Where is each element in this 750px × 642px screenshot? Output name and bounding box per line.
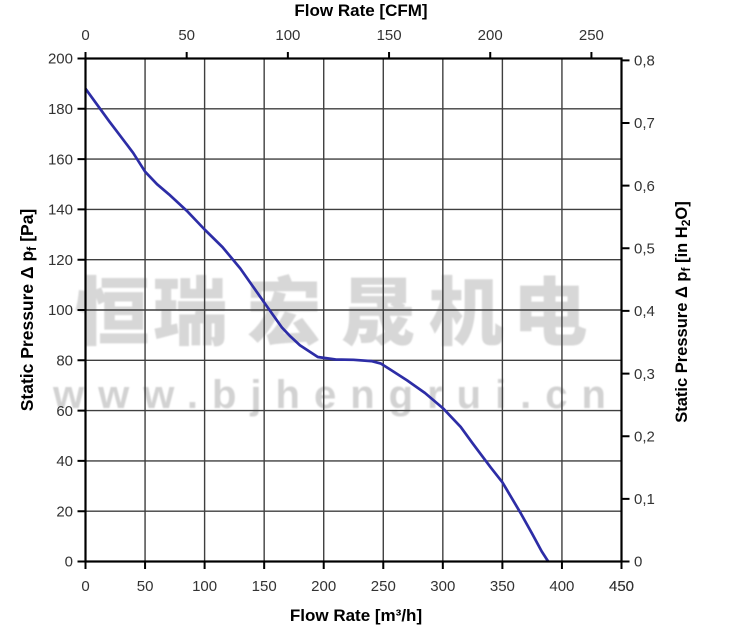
svg-text:180: 180 [48,101,73,118]
svg-text:Static Pressure Δ pf [in H2O]: Static Pressure Δ pf [in H2O] [673,201,693,423]
svg-text:Flow Rate [m³/h]: Flow Rate [m³/h] [290,606,422,625]
svg-text:100: 100 [275,27,300,44]
svg-text:0,3: 0,3 [634,366,655,383]
svg-text:250: 250 [579,27,604,44]
svg-text:450: 450 [609,578,634,595]
svg-text:0: 0 [65,554,73,571]
svg-text:0,2: 0,2 [634,428,655,445]
svg-text:0: 0 [81,578,89,595]
svg-text:300: 300 [430,578,455,595]
svg-text:140: 140 [48,202,73,219]
svg-text:40: 40 [56,453,73,470]
svg-text:0: 0 [81,27,89,44]
svg-text:160: 160 [48,151,73,168]
svg-text:0,7: 0,7 [634,115,655,132]
svg-text:350: 350 [490,578,515,595]
svg-text:200: 200 [48,51,73,68]
svg-text:0,5: 0,5 [634,241,655,258]
svg-text:150: 150 [252,578,277,595]
svg-text:www.bjhengrui.cn: www.bjhengrui.cn [52,373,620,417]
svg-text:50: 50 [137,578,154,595]
svg-text:80: 80 [56,353,73,370]
svg-text:Static Pressure Δ pf [Pa]: Static Pressure Δ pf [Pa] [17,209,39,412]
svg-text:20: 20 [56,503,73,520]
svg-text:0,4: 0,4 [634,303,655,320]
svg-text:200: 200 [311,578,336,595]
svg-text:0,6: 0,6 [634,178,655,195]
svg-text:100: 100 [192,578,217,595]
svg-text:200: 200 [478,27,503,44]
svg-text:0: 0 [634,554,642,571]
svg-text:400: 400 [549,578,574,595]
svg-text:120: 120 [48,252,73,269]
svg-text:150: 150 [377,27,402,44]
svg-text:0,1: 0,1 [634,491,655,508]
svg-text:250: 250 [371,578,396,595]
svg-text:Flow Rate [CFM]: Flow Rate [CFM] [294,1,427,20]
svg-text:60: 60 [56,403,73,420]
svg-text:450: 450 [609,578,634,595]
svg-text:50: 50 [178,27,195,44]
svg-text:0,8: 0,8 [634,53,655,70]
svg-text:100: 100 [48,302,73,319]
